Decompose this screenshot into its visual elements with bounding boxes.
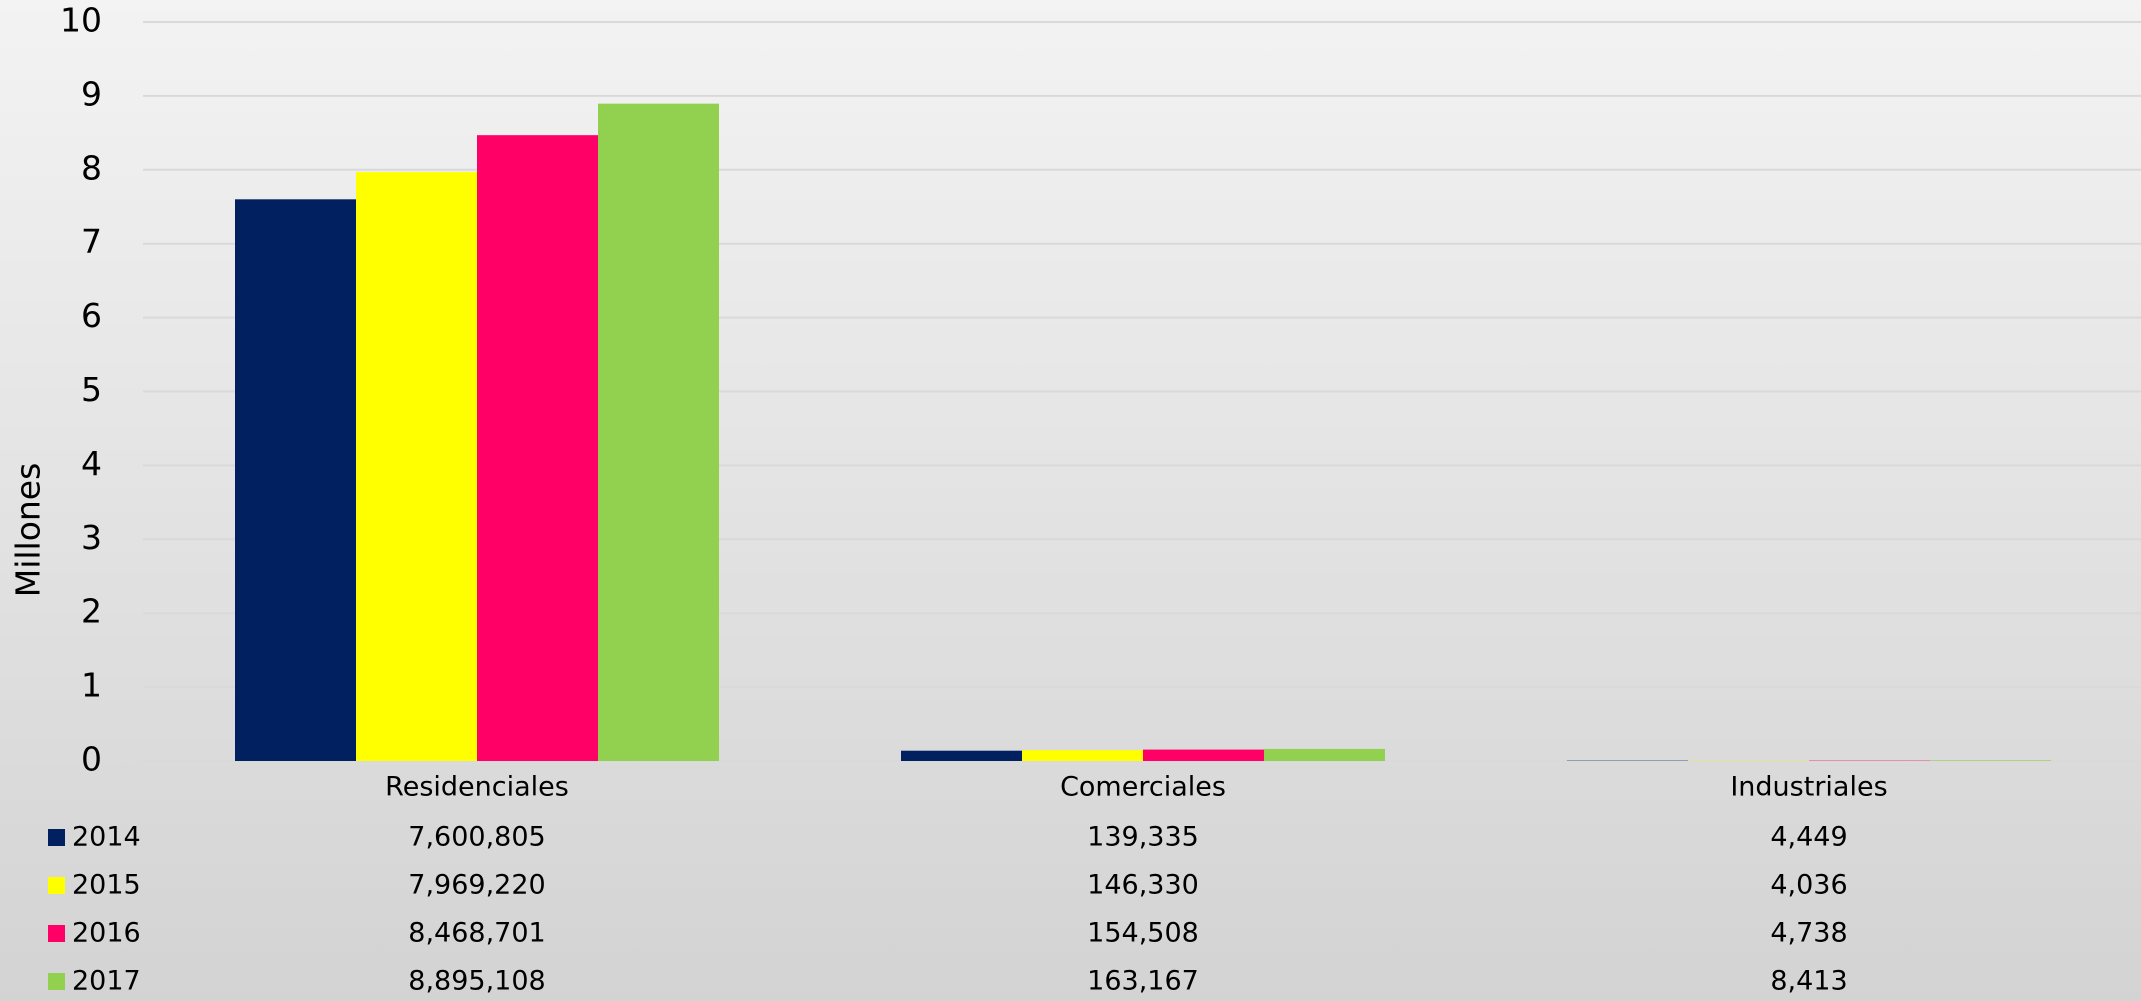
table-value: 154,508 (1087, 918, 1199, 949)
y-axis-label: Millones (9, 463, 48, 598)
y-tick-label: 6 (81, 296, 102, 335)
bar (1264, 748, 1385, 761)
table-value: 163,167 (1087, 966, 1199, 997)
table-value: 7,600,805 (408, 822, 545, 853)
y-tick-label: 2 (81, 592, 102, 631)
bar (477, 135, 598, 762)
legend-swatch (48, 925, 65, 942)
table-value: 4,036 (1770, 870, 1847, 901)
bar (901, 750, 1022, 761)
y-tick-label: 3 (81, 518, 102, 557)
bar (356, 172, 477, 761)
bar (1143, 749, 1264, 761)
x-tick-label: Industriales (1730, 772, 1887, 803)
legend-swatch (48, 973, 65, 990)
y-tick-label: 4 (81, 444, 102, 483)
bar (1022, 750, 1143, 761)
table-value: 8,895,108 (408, 966, 545, 997)
x-tick-label: Comerciales (1060, 772, 1226, 803)
legend-label: 2014 (72, 822, 141, 853)
table-value: 8,468,701 (408, 918, 545, 949)
table-value: 4,449 (1770, 822, 1847, 853)
legend-label: 2017 (72, 966, 141, 997)
legend-swatch (48, 877, 65, 894)
bar (235, 199, 356, 761)
y-tick-label: 5 (81, 370, 102, 409)
table-value: 146,330 (1087, 870, 1199, 901)
table-value: 4,738 (1770, 918, 1847, 949)
bar (598, 103, 719, 762)
legend-swatch (48, 829, 65, 846)
bar (1930, 760, 2051, 761)
y-tick-label: 10 (60, 1, 102, 40)
x-tick-label: Residenciales (385, 772, 569, 803)
table-value: 8,413 (1770, 966, 1847, 997)
table-value: 139,335 (1087, 822, 1199, 853)
y-tick-label: 1 (81, 666, 102, 705)
y-tick-label: 8 (81, 148, 102, 187)
y-tick-label: 9 (81, 74, 102, 113)
legend-label: 2015 (72, 870, 141, 901)
y-tick-label: 7 (81, 222, 102, 261)
table-value: 7,969,220 (408, 870, 545, 901)
y-tick-label: 0 (81, 740, 102, 779)
legend-label: 2016 (72, 918, 141, 949)
